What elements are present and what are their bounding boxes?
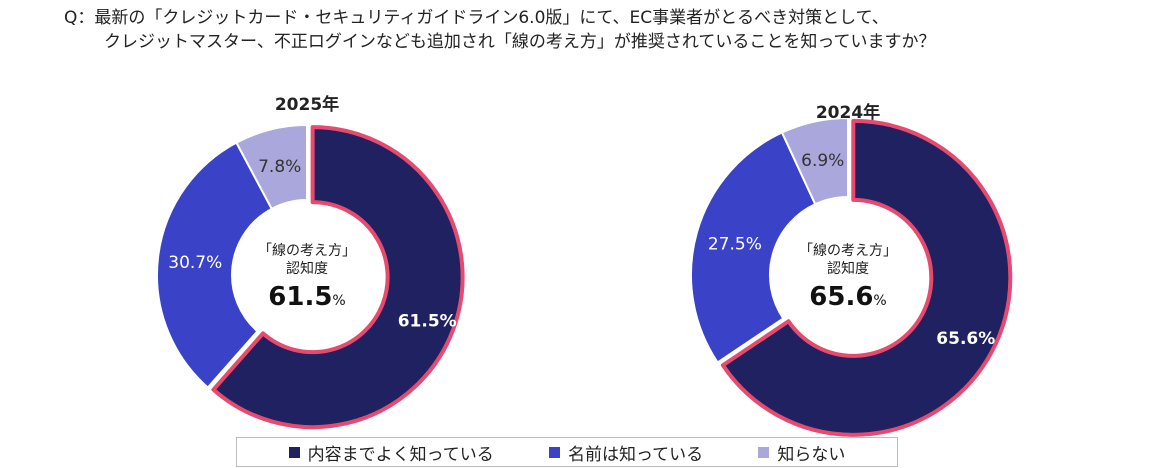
slice-unknown-2025 <box>235 124 308 210</box>
center-label-2024: 「線の考え方」 <box>799 243 897 259</box>
chart-legend: 内容までよく知っている 名前は知っている 知らない <box>236 437 898 467</box>
slice-label-know-name-2025: 30.7% <box>168 253 222 273</box>
center-label-2025: 「線の考え方」 <box>258 243 356 259</box>
center-sublabel-2024: 認知度 <box>827 260 869 277</box>
question-text: Q：最新の「クレジットカード・セキュリティガイドライン6.0版」にて、EC事業者… <box>64 6 1154 54</box>
slice-unknown-2024 <box>781 117 849 206</box>
legend-swatch-unknown <box>758 446 770 458</box>
legend-item-unknown: 知らない <box>758 440 845 465</box>
legend-label-know-name: 名前は知っている <box>567 444 704 465</box>
center-sublabel-2025: 認知度 <box>286 260 328 277</box>
center-value-2024: 65.6% <box>809 282 886 312</box>
legend-item-know-well: 内容までよく知っている <box>288 440 494 465</box>
legend-swatch-know-well <box>288 446 300 458</box>
legend-label-unknown: 知らない <box>777 444 846 465</box>
question-line-2: クレジットマスター、不正ログインなども追加され「線の考え方」が推奨されていること… <box>104 32 936 52</box>
legend-swatch-know-name <box>548 446 560 458</box>
slice-know-name-2025 <box>156 141 273 389</box>
chart-title-2024: 2024年 <box>816 102 880 123</box>
donut-chart-2025: 61.5% 30.7% 7.8% 2025年「線の考え方」認知度 61.5% <box>156 94 465 430</box>
slice-label-know-name-2024: 27.5% <box>708 234 762 254</box>
slice-know-well-2024 <box>720 118 1013 437</box>
donut-chart-2024: 65.6% 27.5% 6.9% 2024年「線の考え方」認知度 65.6% <box>690 102 1013 437</box>
slice-label-know-well-2024: 65.6% <box>936 329 995 349</box>
slice-label-unknown-2025: 7.8% <box>258 157 301 177</box>
slice-label-unknown-2024: 6.9% <box>801 151 844 171</box>
slice-know-name-2024 <box>690 131 817 364</box>
slice-know-well-2025 <box>211 125 465 430</box>
legend-label-know-well: 内容までよく知っている <box>307 444 494 465</box>
chart-title-2025: 2025年 <box>275 94 339 115</box>
center-value-2025: 61.5% <box>268 282 345 312</box>
legend-item-know-name: 名前は知っている <box>548 440 704 465</box>
question-line-1: Q：最新の「クレジットカード・セキュリティガイドライン6.0版」にて、EC事業者… <box>64 8 889 28</box>
slice-label-know-well-2025: 61.5% <box>398 311 457 331</box>
